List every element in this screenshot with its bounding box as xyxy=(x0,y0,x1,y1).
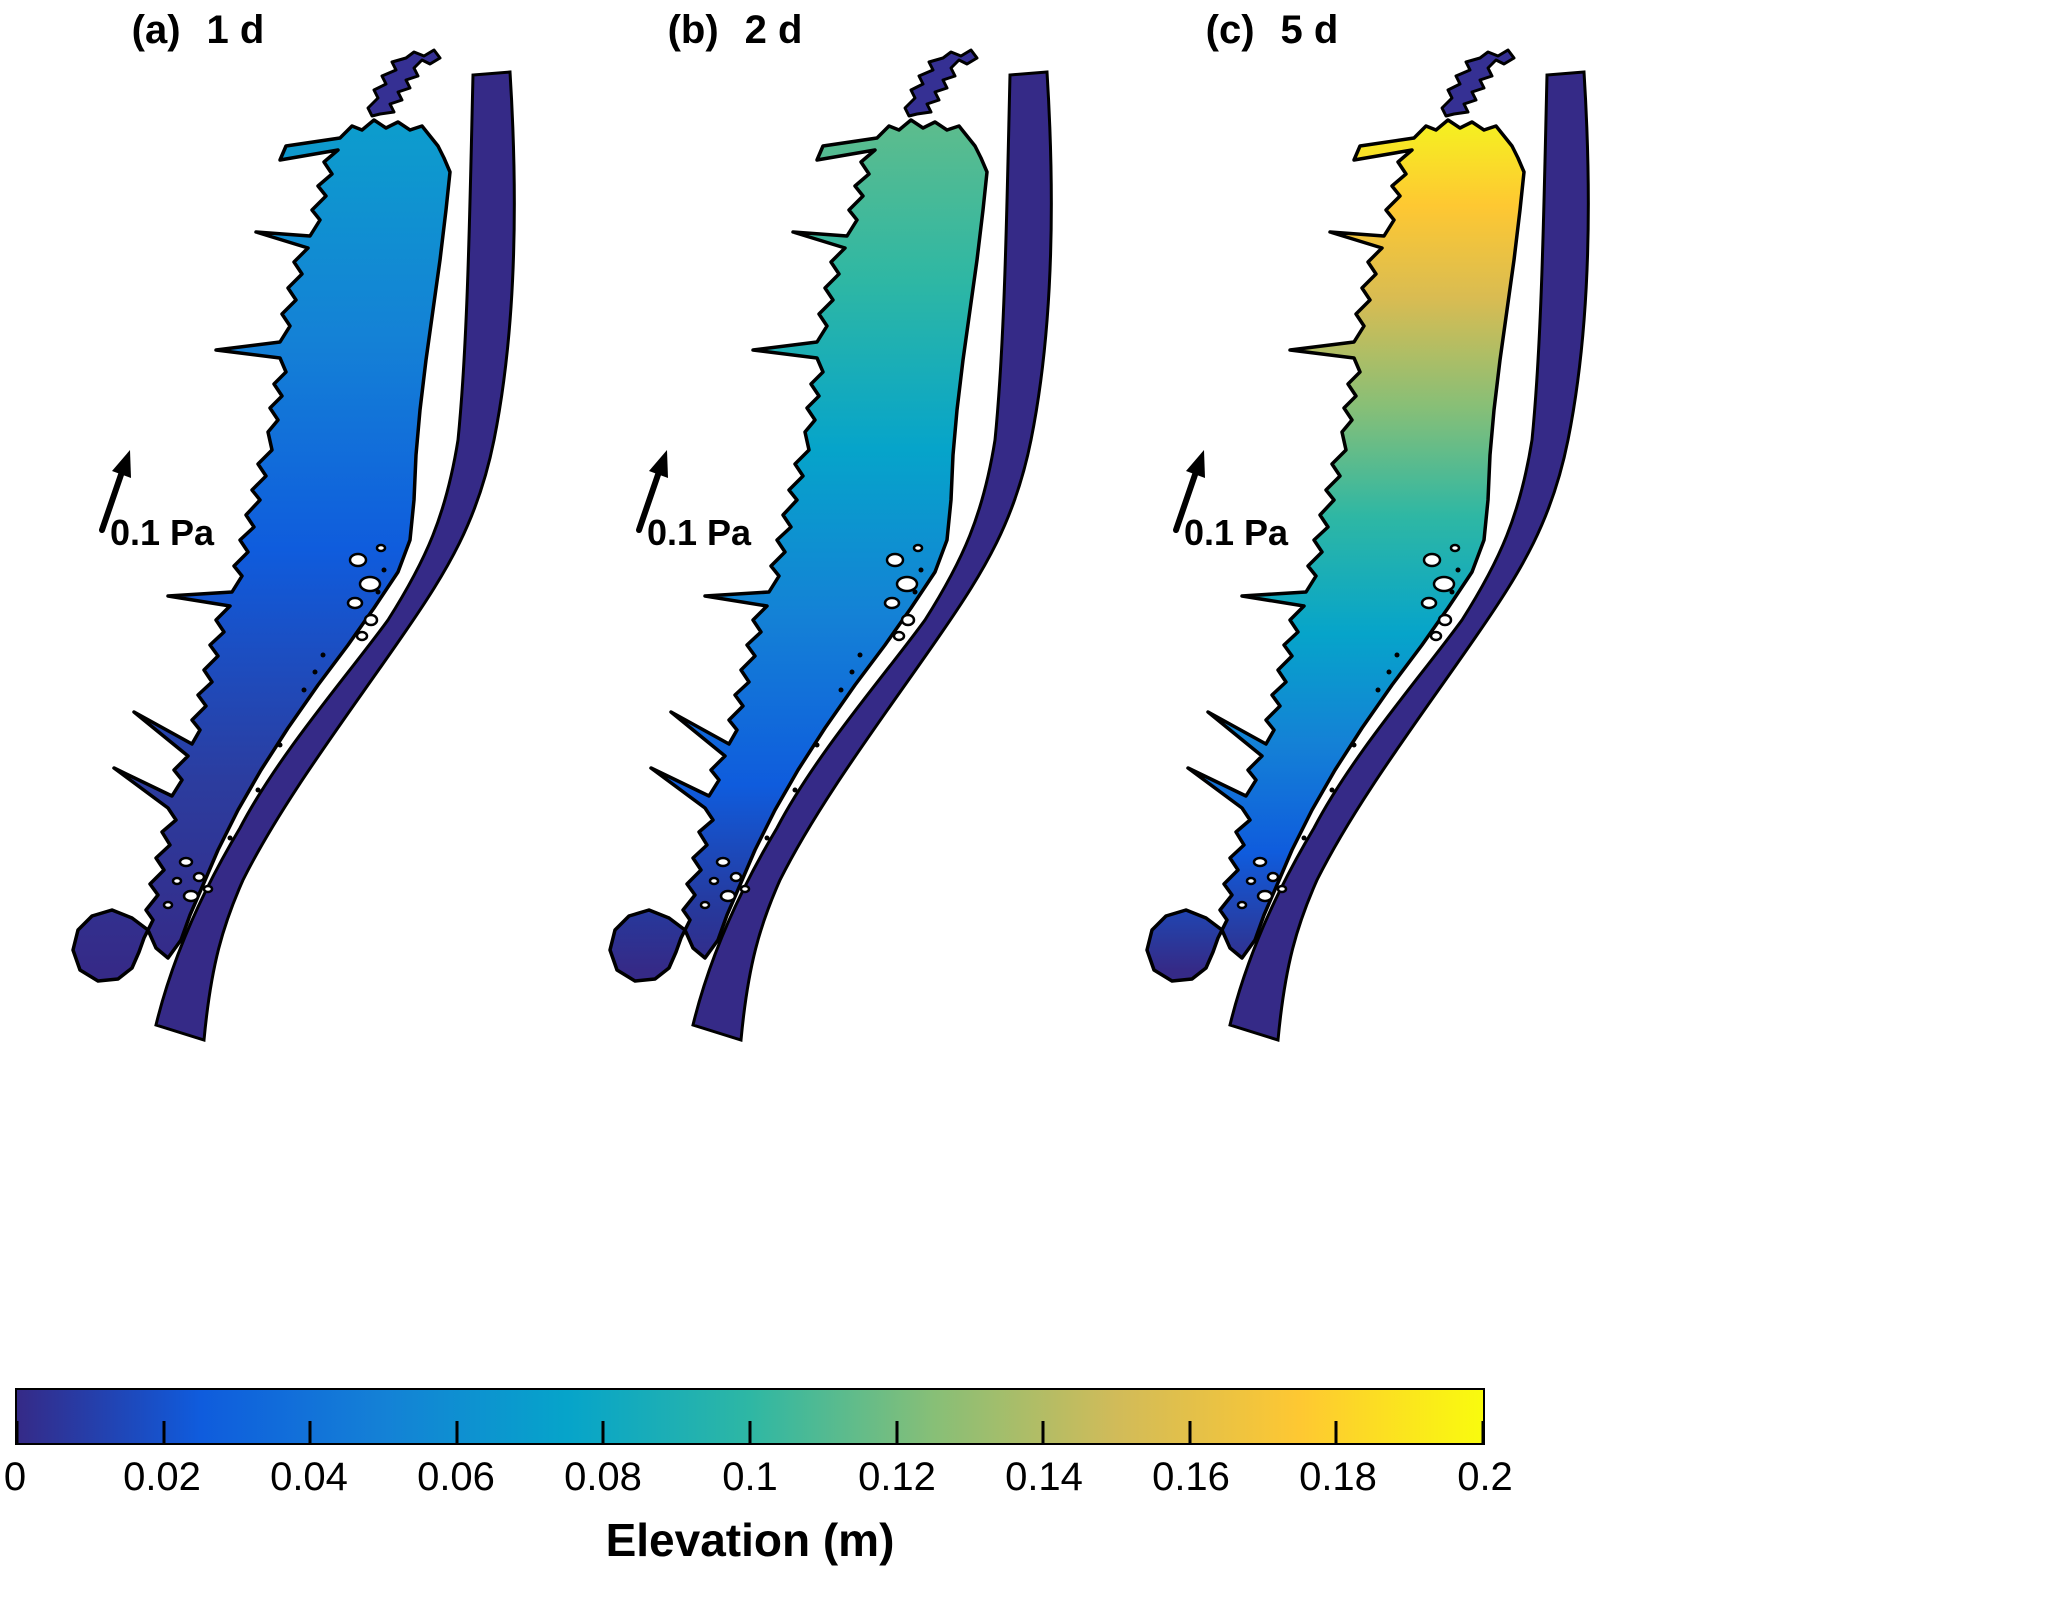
colorbar-gradient xyxy=(15,1388,1485,1445)
colorbar-tick-label: 0.16 xyxy=(1152,1455,1230,1499)
elevation-map-1d: 0.1 Pa xyxy=(71,48,516,1042)
wind-stress-label: 0.1 Pa xyxy=(110,512,215,553)
colorbar-tick-label: 0.04 xyxy=(270,1455,348,1499)
elevation-map-5d: 0.1 Pa xyxy=(1145,48,1590,1042)
colorbar-tick xyxy=(455,1421,459,1443)
colorbar-tick-label: 0.12 xyxy=(858,1455,936,1499)
colorbar-tick-label: 0.2 xyxy=(1457,1455,1513,1499)
colorbar-tick xyxy=(1041,1421,1045,1443)
wind-stress-arrow: 0.1 Pa xyxy=(99,450,215,553)
colorbar-tick-labels: 0 0.02 0.04 0.06 0.08 0.1 0.12 0.14 0.16… xyxy=(4,1455,1513,1505)
colorbar-tick xyxy=(1334,1421,1338,1443)
panel-time: 2 d xyxy=(744,8,803,52)
panel-title-a: (a) 1 d xyxy=(38,8,358,53)
colorbar-tick xyxy=(308,1421,312,1443)
colorbar-tick xyxy=(162,1421,166,1443)
elevation-map-2d: 0.1 Pa xyxy=(608,48,1053,1042)
north-river xyxy=(366,48,442,118)
colorbar-tick-label: 0.08 xyxy=(564,1455,642,1499)
panel-label: (a) xyxy=(131,8,181,52)
panel-label: (b) xyxy=(667,8,719,52)
panel-a: (a) 1 d 0.1 Pa xyxy=(18,0,555,1080)
north-river xyxy=(903,48,979,118)
colorbar-tick xyxy=(748,1421,752,1443)
north-river xyxy=(1440,48,1516,118)
panel-time: 1 d xyxy=(206,8,265,52)
wind-stress-label: 0.1 Pa xyxy=(1184,512,1289,553)
panel-c: (c) 5 d 0.1 Pa xyxy=(1092,0,1629,1080)
colorbar-tick xyxy=(895,1421,899,1443)
panel-b: (b) 2 d 0.1 Pa xyxy=(555,0,1092,1080)
panel-title-c: (c) 5 d xyxy=(1112,8,1432,53)
colorbar: 0 0.02 0.04 0.06 0.08 0.1 0.12 0.14 0.16… xyxy=(4,1388,1513,1567)
wind-stress-label: 0.1 Pa xyxy=(647,512,752,553)
colorbar-tick-label: 0.18 xyxy=(1299,1455,1377,1499)
colorbar-tick xyxy=(601,1421,605,1443)
colorbar-tick xyxy=(1188,1421,1192,1443)
wind-stress-arrow: 0.1 Pa xyxy=(636,450,752,553)
colorbar-title: Elevation (m) xyxy=(605,1514,895,1566)
panel-title-b: (b) 2 d xyxy=(575,8,895,53)
panel-time: 5 d xyxy=(1280,8,1339,52)
colorbar-tick-label: 0.14 xyxy=(1005,1455,1083,1499)
colorbar-tick-label: 0 xyxy=(3,1455,27,1499)
colorbar-tick-label: 0.02 xyxy=(123,1455,201,1499)
colorbar-tick xyxy=(15,1421,19,1443)
colorbar-tick xyxy=(1481,1421,1485,1443)
panel-label: (c) xyxy=(1205,8,1255,52)
colorbar-tick-label: 0.06 xyxy=(417,1455,495,1499)
panel-row: (a) 1 d 0.1 Pa (b) 2 d xyxy=(18,0,1629,1080)
wind-stress-arrow: 0.1 Pa xyxy=(1173,450,1289,553)
colorbar-tick-label: 0.1 xyxy=(722,1455,778,1499)
